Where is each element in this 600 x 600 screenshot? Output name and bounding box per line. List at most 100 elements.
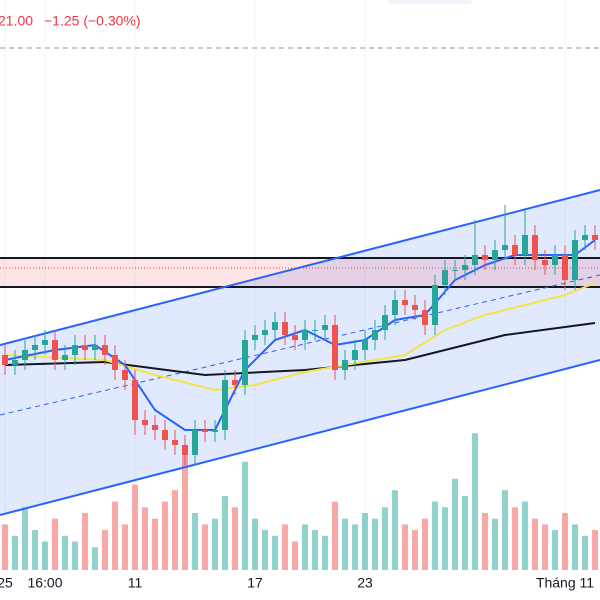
plot: [0, 0, 600, 570]
volume-bar: [452, 478, 458, 570]
header-change: −1.25 (−0.30%): [44, 13, 141, 29]
x-tick-label: 25: [0, 575, 13, 591]
candle-body: [172, 440, 178, 445]
volume-bar: [492, 518, 498, 570]
candle-body: [42, 340, 48, 345]
candle-body: [122, 370, 128, 380]
volume-bar: [232, 507, 238, 570]
x-tick-label: 16:00: [27, 575, 62, 591]
volume-bar: [312, 530, 318, 570]
volume-bar: [62, 535, 68, 570]
volume-bar: [282, 524, 288, 570]
volume-bar: [52, 518, 58, 570]
volume-bar: [202, 524, 208, 570]
volume-bar: [412, 530, 418, 570]
candle-body: [92, 345, 98, 350]
candle-body: [572, 240, 578, 280]
candle-body: [562, 255, 568, 280]
candle-body: [352, 350, 358, 360]
x-tick-label: Tháng 11: [536, 575, 594, 591]
volume-bar: [342, 518, 348, 570]
volume-bar: [142, 507, 148, 570]
volume-bar: [22, 507, 28, 570]
candle-body: [102, 345, 108, 355]
candle-body: [442, 270, 448, 285]
volume-bar: [2, 524, 8, 570]
volume-bar: [472, 433, 478, 570]
candle-body: [282, 322, 288, 335]
candle-body: [552, 255, 558, 265]
candle-body: [192, 430, 198, 455]
volume-bar: [442, 507, 448, 570]
candle-body: [412, 305, 418, 310]
volume-bar: [132, 484, 138, 570]
channel-lower: [0, 359, 600, 516]
candle-body: [542, 260, 548, 265]
candle-body: [252, 335, 258, 340]
volume-bar: [252, 518, 258, 570]
volume-bar: [552, 530, 558, 570]
volume-bar: [372, 518, 378, 570]
volume-bar: [502, 490, 508, 570]
volume-bar: [102, 530, 108, 570]
volume-bar: [332, 501, 338, 570]
volume-bar: [322, 535, 328, 570]
candle-body: [112, 355, 118, 370]
candle-body: [52, 340, 58, 360]
volume-bar: [532, 518, 538, 570]
volume-bar: [422, 518, 428, 570]
volume-bar: [162, 501, 168, 570]
volume-bar: [112, 501, 118, 570]
volume-bar: [462, 495, 468, 570]
volume-bar: [182, 450, 188, 570]
candle-body: [272, 322, 278, 330]
volume-bar: [542, 524, 548, 570]
candle-body: [322, 325, 328, 330]
candle-body: [452, 270, 458, 271]
candle-body: [372, 330, 378, 340]
header-price: 21.00: [0, 13, 33, 29]
candle-body: [32, 345, 38, 350]
volume-bar: [592, 530, 598, 570]
candle-body: [262, 330, 268, 335]
channel-fill: [0, 190, 600, 515]
candle-body: [592, 235, 598, 240]
candle-body: [162, 430, 168, 440]
candle-body: [512, 245, 518, 255]
candle-body: [62, 355, 68, 360]
zone: [0, 258, 600, 287]
volume-bar: [572, 524, 578, 570]
volume-bar: [562, 513, 568, 570]
candle-body: [382, 315, 388, 330]
volume-bar: [352, 524, 358, 570]
volume-bar: [12, 535, 18, 570]
volume-bar: [522, 501, 528, 570]
candle-body: [402, 300, 408, 305]
candle-body: [482, 255, 488, 260]
candle-body: [582, 235, 588, 240]
time-axis: [0, 570, 600, 600]
candle-body: [142, 420, 148, 425]
volume-bar: [82, 513, 88, 570]
candle-body: [462, 265, 468, 270]
channel-upper: [0, 189, 600, 346]
volume-bar: [262, 530, 268, 570]
candle-body: [12, 360, 18, 365]
candle-body: [362, 340, 368, 350]
candle-body: [82, 345, 88, 350]
toolbar-edge: [388, 0, 472, 4]
x-tick-label: 11: [128, 575, 143, 591]
volume-bar: [72, 541, 78, 570]
candle-body: [242, 340, 248, 385]
candle-body: [392, 300, 398, 315]
volume-bar: [392, 490, 398, 570]
volume-bar: [382, 507, 388, 570]
volume-bar: [362, 513, 368, 570]
volume-bar: [242, 461, 248, 570]
candle-body: [2, 355, 8, 365]
volume-bar: [172, 490, 178, 570]
candle-body: [532, 235, 538, 260]
x-tick-label: 23: [357, 575, 373, 591]
moving-average: [4, 239, 596, 431]
